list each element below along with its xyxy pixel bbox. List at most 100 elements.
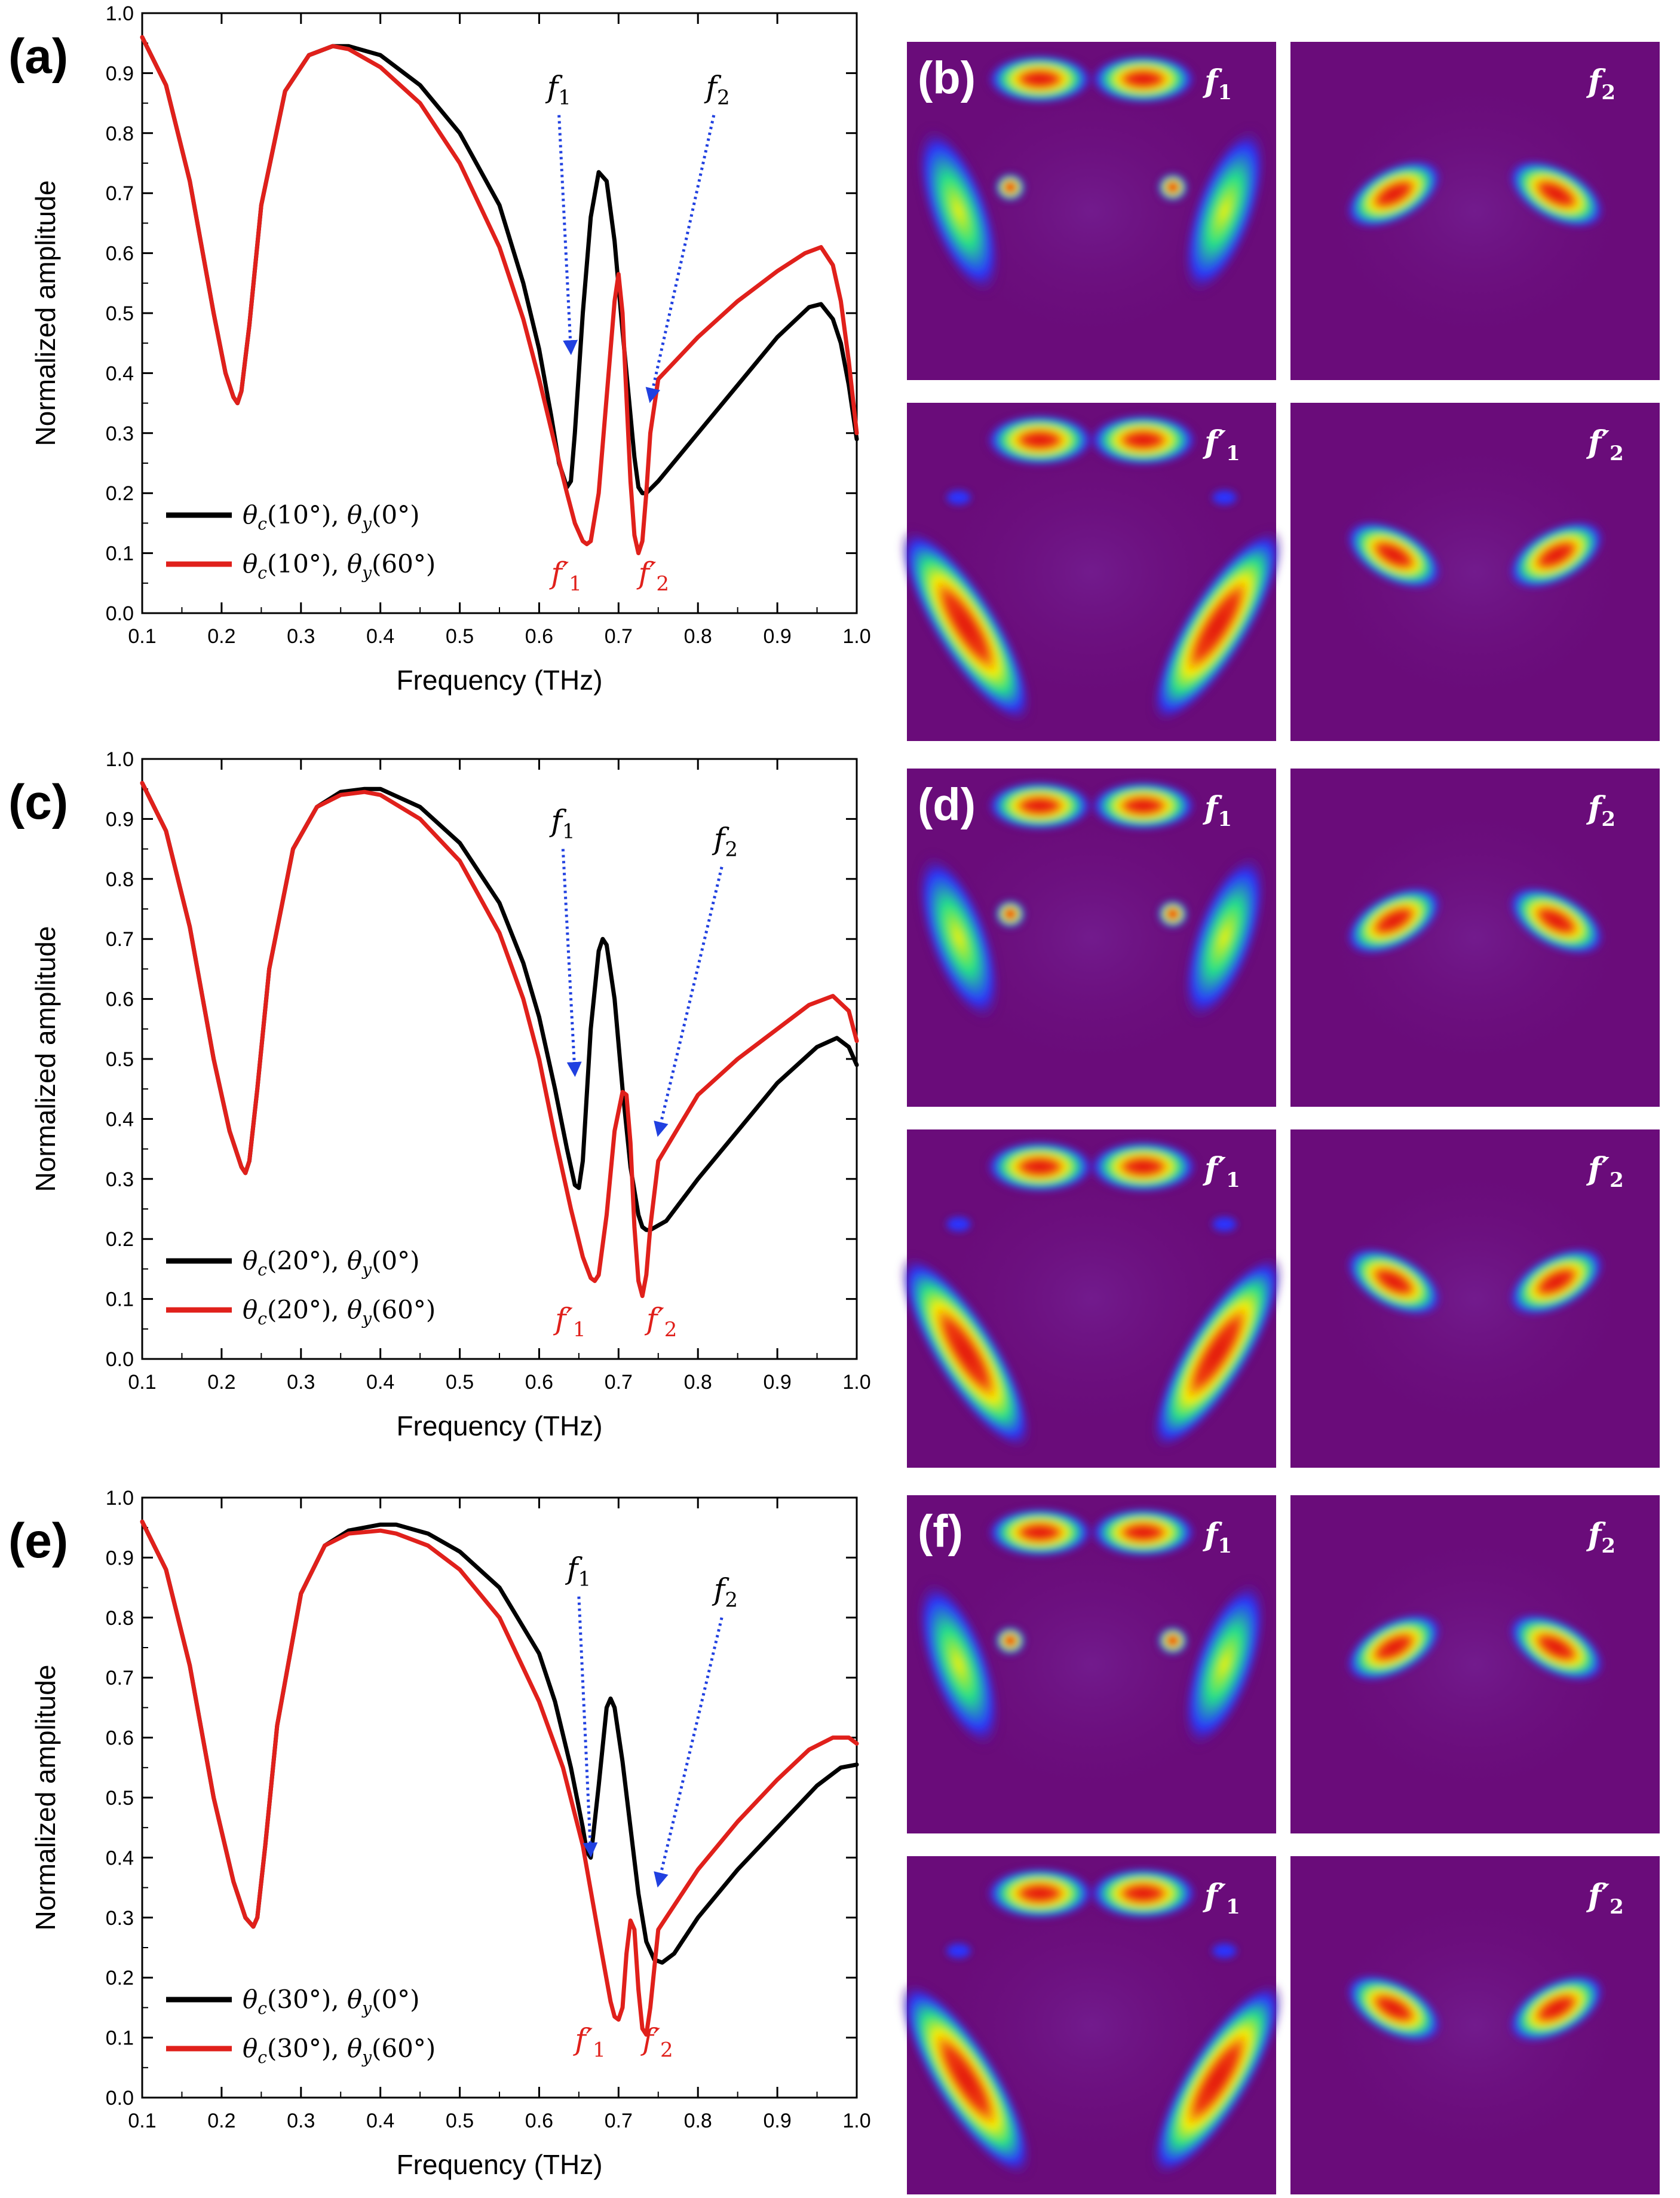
x-tick-label: 0.2 [207, 625, 235, 648]
field-lobe [986, 780, 1094, 831]
y-tick-label: 0.8 [106, 868, 134, 891]
field-map-f2: f2 [1290, 42, 1660, 380]
field-lobe [986, 54, 1094, 105]
f2-prime-label: f′2 [636, 556, 670, 596]
field-arc [1182, 852, 1267, 1023]
y-tick-label: 0.6 [106, 1727, 134, 1750]
legend: θc(20°), θy(0°) θc(20°), θy(60°) [166, 1246, 436, 1328]
f2-label: f2 [712, 1572, 738, 1612]
y-tick-label: 0.9 [106, 808, 134, 831]
legend: θc(10°), θy(0°) θc(10°), θy(60°) [166, 500, 436, 583]
field-lobe [1344, 159, 1443, 229]
field-arc [916, 1579, 1001, 1750]
chart-panel-e: (e)0.1 0.2 0.3 0.4 0.5 0.6 0.7 0.8 0.9 1.00.00.10… [8, 1487, 871, 2180]
y-tick-label: 0.1 [106, 543, 134, 565]
field-lobe [1344, 520, 1443, 590]
field-arc [916, 852, 1001, 1023]
y-tick-label: 1.0 [106, 1487, 134, 1510]
annotations: f1 f2 f′1 f′2 [548, 803, 738, 1341]
field-map-f2-prime: f′2 [1290, 1856, 1660, 2194]
series-line-red [140, 1519, 859, 2037]
field-glow [1308, 1156, 1642, 1441]
f2-arrow [654, 867, 723, 1137]
field-map-f2: f2 [1290, 1495, 1660, 1833]
x-tick-label: 0.6 [525, 2110, 553, 2132]
y-tick-label: 0.4 [106, 362, 134, 385]
y-tick-label: 0.3 [106, 1907, 134, 1930]
field-arc [900, 528, 1032, 724]
y-tick-label: 0.5 [106, 302, 134, 325]
field-spot [1157, 173, 1188, 202]
legend-entry: θc(30°), θy(60°) [243, 2034, 436, 2067]
f1-prime-label: f′1 [553, 1302, 586, 1342]
field-spot [946, 490, 971, 505]
field-map-f2-prime: f′2 [1290, 1129, 1660, 1468]
field-glow [925, 795, 1258, 1080]
y-tick-label: 0.6 [106, 243, 134, 265]
f1-label: f1 [545, 70, 571, 110]
field-lobe [1344, 1973, 1443, 2044]
x-tick-label: 0.1 [128, 2110, 156, 2132]
field-lobe [986, 1507, 1094, 1558]
field-lobe [1507, 520, 1606, 590]
field-spot [1157, 899, 1188, 929]
field-label: f′2 [1586, 1878, 1624, 1919]
field-panel-label: (b) [918, 53, 976, 103]
field-lobe [1088, 1867, 1198, 1920]
f1-label: f1 [548, 803, 575, 843]
field-glow [1308, 795, 1642, 1080]
field-glow [1308, 1522, 1642, 1807]
y-tick-label: 1.0 [106, 748, 134, 771]
field-lobe [1089, 780, 1197, 831]
y-axis-title: Normalized amplitude [30, 1665, 61, 1931]
field-glow [925, 69, 1258, 353]
field-label: f′2 [1586, 424, 1624, 466]
y-tick-label: 0.2 [106, 1967, 134, 1989]
field-glow [1308, 430, 1642, 714]
legend: θc(30°), θy(0°) θc(30°), θy(60°) [166, 1985, 436, 2067]
field-spot [995, 1626, 1026, 1655]
x-tick-label: 0.4 [366, 2110, 394, 2132]
f2-label: f2 [712, 822, 738, 862]
field-map-f1-prime: f′1 [900, 403, 1283, 741]
x-tick-label: 0.7 [605, 2110, 633, 2132]
f1-prime-label: f′1 [572, 2022, 606, 2062]
field-lobe [985, 414, 1095, 467]
field-hotspots [1344, 1973, 1606, 2044]
y-tick-label: 0.1 [106, 2027, 134, 2050]
x-tick-label: 1.0 [842, 2110, 870, 2132]
field-hotspots [1344, 1247, 1606, 1317]
field-hotspots [1344, 886, 1606, 956]
field-lobe [1344, 886, 1443, 956]
y-tick-label: 0.5 [106, 1048, 134, 1071]
field-spot [1157, 1626, 1188, 1655]
y-tick-label: 0.4 [106, 1847, 134, 1869]
x-tick-label: 0.8 [684, 2110, 712, 2132]
f1-label: f1 [565, 1551, 591, 1591]
field-arc [1182, 125, 1267, 296]
field-spot [946, 1217, 971, 1232]
y-tick-label: 0.8 [106, 1607, 134, 1630]
x-tick-label: 0.5 [446, 625, 474, 648]
x-axis-title: Frequency (THz) [396, 2149, 602, 2180]
field-lobe [1088, 1140, 1198, 1193]
y-tick-label: 0.8 [106, 123, 134, 145]
field-glow [1308, 69, 1642, 353]
field-panel-label: (d) [918, 779, 976, 830]
field-hotspots [900, 414, 1283, 724]
f2-arrow [645, 115, 716, 403]
x-tick-label: 1.0 [842, 625, 870, 648]
x-tick-label: 0.4 [366, 625, 394, 648]
y-axis-title: Normalized amplitude [30, 926, 61, 1192]
field-map-f1-prime: f′1 [900, 1129, 1283, 1468]
field-arc [1151, 1981, 1283, 2178]
x-tick-label: 0.5 [446, 1371, 474, 1394]
x-axis-title: Frequency (THz) [396, 1410, 602, 1441]
x-tick-label: 0.9 [763, 1371, 791, 1394]
x-tick-label: 0.5 [446, 2110, 474, 2132]
field-spot [1212, 490, 1237, 505]
y-tick-label: 0.3 [106, 1168, 134, 1191]
field-map-f1-prime: f′1 [900, 1856, 1283, 2194]
x-tick-label: 0.6 [525, 1371, 553, 1394]
